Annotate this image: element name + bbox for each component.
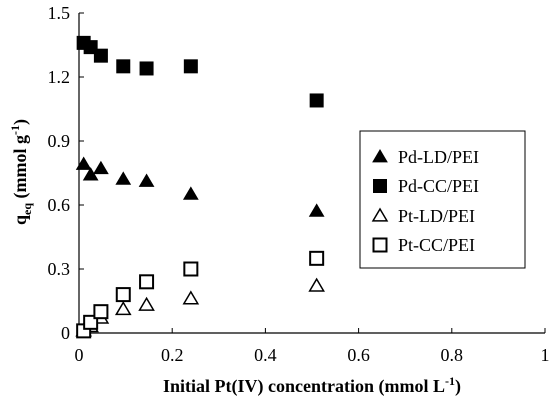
x-tick-label: 0.8	[441, 345, 464, 365]
y-tick-label: 1.2	[48, 67, 71, 87]
y-tick-label: 0	[61, 323, 70, 343]
data-markers	[75, 35, 325, 339]
y-axis-title-close: )	[10, 119, 31, 125]
x-axis-title-close: )	[455, 376, 461, 397]
legend-label-pt-ld: Pt-LD/PEI	[398, 206, 475, 226]
y-tick-label: 0.6	[48, 195, 71, 215]
y-axis-title-sup: -1	[8, 125, 22, 135]
x-tick-label: 0.2	[161, 345, 184, 365]
legend-label-pd-cc: Pd-CC/PEI	[398, 176, 479, 196]
y-axis-title-sub: eq	[20, 203, 34, 215]
x-tick-label: 0.4	[254, 345, 277, 365]
data-point-pd-ld-pei	[138, 173, 155, 187]
y-tick-label: 0.3	[48, 259, 71, 279]
y-axis-title: qeq (mmol g-1)	[8, 119, 34, 225]
data-point-pd-ld-pei	[75, 156, 92, 170]
data-point-pt-cc-pei	[183, 261, 199, 277]
data-point-pt-cc-pei	[309, 250, 325, 266]
data-point-pt-cc-pei	[139, 274, 155, 290]
legend-marker-pd-cc-pei	[373, 179, 387, 193]
x-tick-label: 1	[541, 345, 550, 365]
data-point-pd-cc-pei	[93, 48, 108, 63]
data-point-pt-ld-pei	[308, 277, 325, 292]
data-point-pd-cc-pei	[183, 59, 198, 74]
x-tick-labels: 0 0.2 0.4 0.6 0.8 1	[75, 345, 550, 365]
legend-markers	[371, 149, 389, 253]
data-point-pd-cc-pei	[139, 61, 154, 76]
data-point-pt-ld-pei	[138, 296, 155, 311]
y-axis-title-unit: (mmol g	[10, 135, 31, 203]
x-tick-label: 0.6	[347, 345, 370, 365]
x-axis-title-sup: -1	[445, 374, 455, 388]
y-axis-title-q: q	[10, 215, 30, 225]
data-point-pt-cc-pei	[115, 287, 131, 303]
data-point-pd-ld-pei	[93, 160, 109, 175]
data-point-pd-cc-pei	[309, 93, 324, 108]
data-point-pd-ld-pei	[182, 186, 199, 200]
legend: Pd-LD/PEI Pd-CC/PEI Pt-LD/PEI Pt-CC/PEI	[359, 130, 526, 269]
data-point-pt-ld-pei	[114, 301, 132, 316]
legend-marker-pt-cc-pei	[372, 237, 388, 253]
axes	[78, 12, 546, 334]
x-tick-label: 0	[75, 345, 84, 365]
data-point-pt-ld-pei	[182, 290, 200, 305]
data-point-pd-cc-pei	[116, 59, 131, 74]
y-tick-labels: 0 0.3 0.6 0.9 1.2 1.5	[48, 3, 71, 343]
legend-marker-pd-ld-pei	[372, 149, 388, 163]
data-point-pt-cc-pei	[93, 304, 109, 320]
x-axis-title: Initial Pt(IV) concentration (mmol L-1)	[163, 374, 461, 397]
legend-marker-pt-ld-pei	[371, 207, 389, 222]
legend-label-pd-ld: Pd-LD/PEI	[398, 147, 479, 167]
legend-label-pt-cc: Pt-CC/PEI	[398, 235, 475, 255]
data-point-pd-ld-pei	[308, 203, 325, 217]
data-point-pd-cc-pei	[83, 40, 98, 55]
y-tick-label: 1.5	[48, 3, 71, 23]
x-axis-title-main: Initial Pt(IV) concentration (mmol L	[163, 376, 445, 397]
data-point-pd-ld-pei	[115, 171, 132, 185]
y-tick-label: 0.9	[48, 131, 71, 151]
